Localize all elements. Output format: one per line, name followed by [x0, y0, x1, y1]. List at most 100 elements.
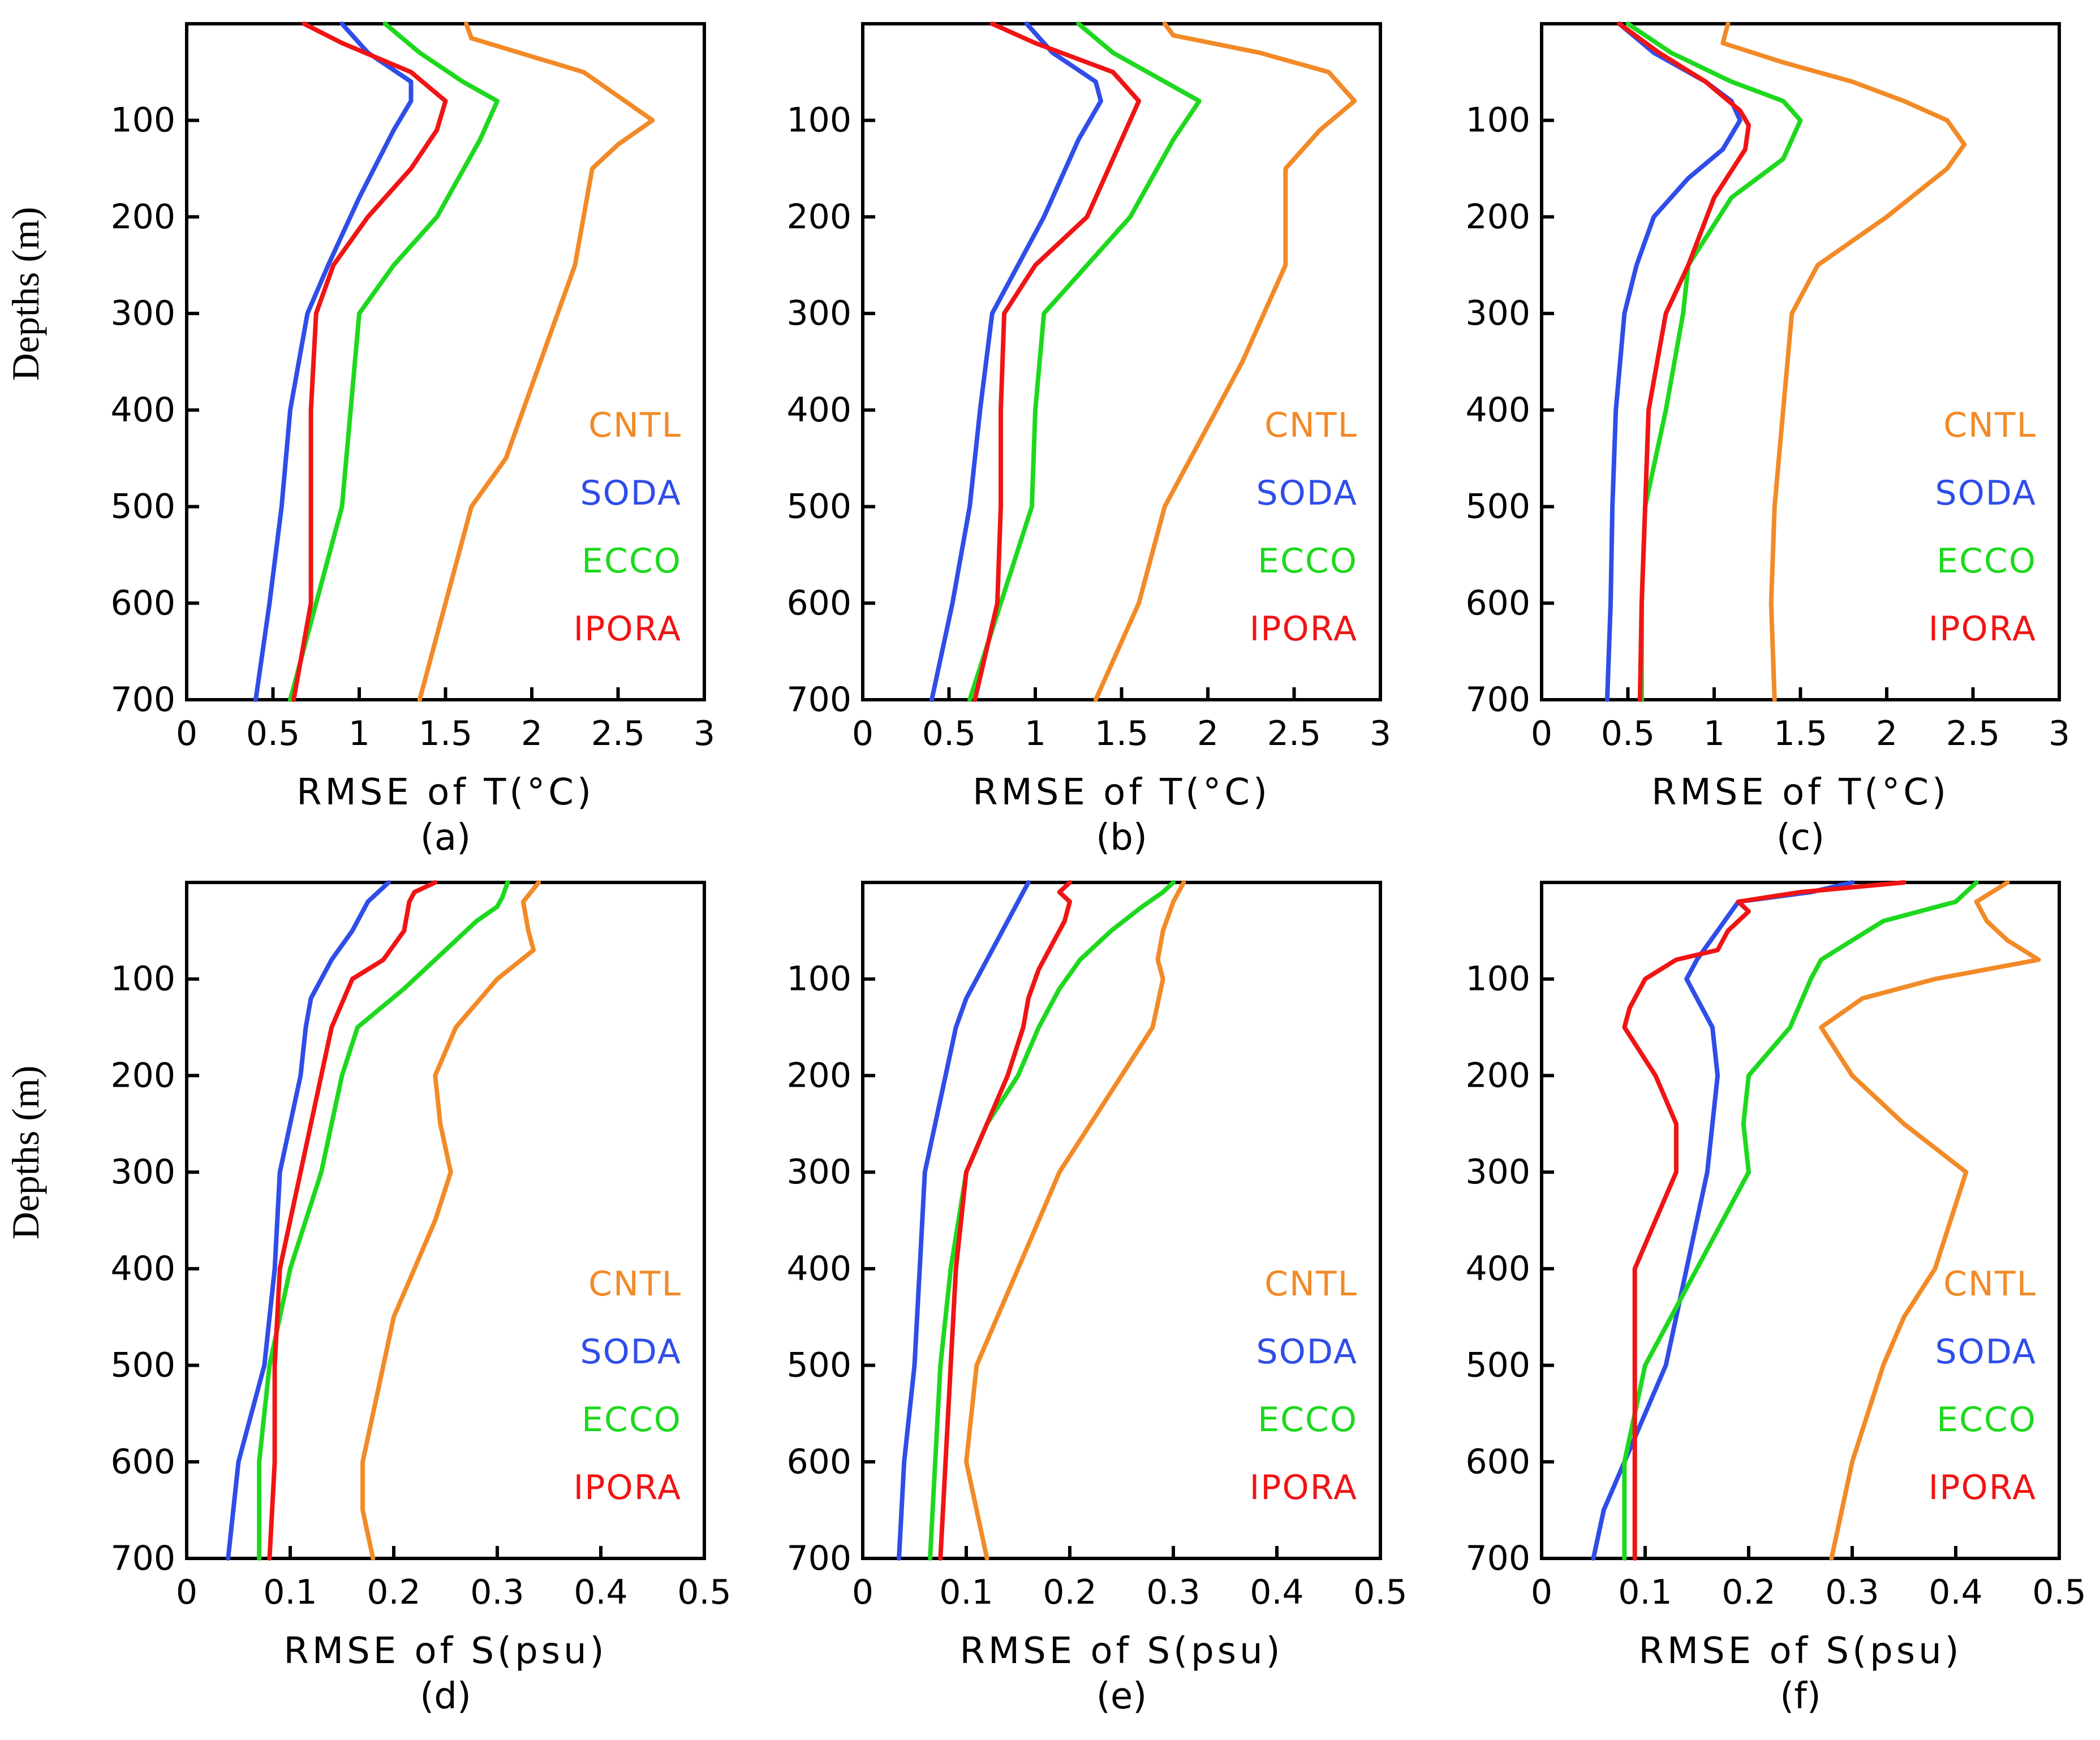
x-tick-label: 0.2: [367, 1573, 420, 1612]
y-tick-label: 100: [1465, 101, 1530, 140]
legend-cntl: CNTL: [588, 406, 682, 445]
x-tick-label: 0.1: [263, 1573, 317, 1612]
x-tick-label: 0: [176, 714, 197, 753]
panel-label: (d): [420, 1676, 471, 1717]
x-tick-label: 0.5: [1353, 1573, 1407, 1612]
x-tick-label: 0.2: [1722, 1573, 1775, 1612]
x-tick-label: 3: [694, 714, 715, 753]
plot-frame: [861, 881, 1382, 1560]
x-tick-label: 0.4: [1250, 1573, 1303, 1612]
y-tick-label: 100: [786, 959, 851, 999]
series-line-ecco: [967, 21, 1202, 702]
legend-soda: SODA: [1256, 1332, 1358, 1372]
y-tick-label: 200: [786, 197, 851, 236]
series-line-cntl: [1093, 21, 1357, 702]
legend-soda: SODA: [1935, 1332, 2037, 1372]
x-tick-label: 0.3: [1825, 1573, 1879, 1612]
x-tick-label: 2: [1197, 714, 1219, 753]
x-tick-label: 3: [1370, 714, 1391, 753]
y-tick-label: 600: [786, 1442, 851, 1481]
legend-ecco: ECCO: [582, 1400, 682, 1440]
y-tick-label: 100: [110, 101, 175, 140]
y-tick-label: 700: [110, 1539, 175, 1578]
series-line-cntl: [1819, 880, 2041, 1561]
series-line-ipora: [267, 880, 438, 1561]
y-tick-label: 500: [786, 487, 851, 527]
x-tick-label: 0.5: [677, 1573, 731, 1612]
x-tick-label: 2.5: [1267, 714, 1321, 753]
x-axis-title: RMSE of S(psu): [959, 1630, 1283, 1672]
y-tick-label: 600: [1465, 1442, 1530, 1481]
y-tick-label: 300: [110, 294, 175, 333]
y-tick-label: 700: [786, 680, 851, 720]
y-tick-label: 300: [1465, 1152, 1530, 1192]
x-tick-label: 1.5: [1774, 714, 1827, 753]
x-tick-label: 1.5: [419, 714, 472, 753]
x-tick-label: 0: [852, 1573, 873, 1612]
panel-label: (f): [1780, 1676, 1821, 1717]
x-tick-label: 0.2: [1043, 1573, 1096, 1612]
x-tick-label: 0.1: [1618, 1573, 1672, 1612]
y-tick-label: 300: [786, 1152, 851, 1192]
y-tick-label: 700: [1465, 1539, 1530, 1578]
x-tick-label: 2: [521, 714, 543, 753]
y-tick-label: 400: [110, 390, 175, 430]
x-axis-title: RMSE of T(°C): [972, 772, 1271, 813]
series-line-ecco: [928, 880, 1176, 1561]
y-tick-label: 100: [110, 959, 175, 999]
x-axis-title: RMSE of T(°C): [296, 772, 595, 813]
y-tick-label: 600: [110, 1442, 175, 1481]
series-line-soda: [253, 21, 414, 702]
series-line-soda: [226, 880, 391, 1561]
y-tick-label: 300: [1465, 294, 1530, 333]
x-tick-label: 1: [348, 714, 370, 753]
legend-cntl: CNTL: [1943, 1264, 2037, 1304]
y-tick-label: 200: [110, 1056, 175, 1095]
x-tick-label: 3: [2049, 714, 2070, 753]
series-line-ecco: [1625, 21, 1803, 702]
series-line-ecco: [288, 21, 500, 702]
series-line-cntl: [360, 880, 541, 1561]
plot-frame: [1540, 881, 2061, 1560]
x-tick-label: 0.5: [2032, 1573, 2086, 1612]
legend-ipora: IPORA: [1929, 609, 2037, 649]
legend-soda: SODA: [1256, 473, 1358, 513]
series-line-cntl: [1720, 21, 1967, 702]
series-line-ecco: [1622, 880, 1979, 1561]
y-tick-label: 200: [110, 197, 175, 236]
y-axis-title: Depths (m): [4, 207, 47, 381]
y-tick-label: 400: [1465, 1249, 1530, 1289]
legend-cntl: CNTL: [1264, 1264, 1358, 1304]
x-tick-label: 1: [1703, 714, 1725, 753]
legend-ecco: ECCO: [1258, 1400, 1358, 1440]
x-tick-label: 0.4: [574, 1573, 627, 1612]
legend-soda: SODA: [580, 1332, 682, 1372]
y-tick-label: 200: [1465, 197, 1530, 236]
x-tick-label: 2: [1876, 714, 1897, 753]
series-line-ipora: [972, 21, 1141, 702]
y-tick-label: 400: [1465, 390, 1530, 430]
legend-ipora: IPORA: [1250, 609, 1358, 649]
legend-ipora: IPORA: [574, 609, 682, 649]
y-tick-label: 300: [110, 1152, 175, 1192]
y-tick-label: 700: [786, 1539, 851, 1578]
y-tick-label: 400: [786, 390, 851, 430]
legend-cntl: CNTL: [588, 1264, 682, 1304]
x-tick-label: 0.5: [246, 714, 300, 753]
legend-ipora: IPORA: [1250, 1468, 1358, 1508]
y-tick-label: 200: [1465, 1056, 1530, 1095]
series-line-ecco: [257, 880, 510, 1561]
series-line-cntl: [964, 880, 1186, 1561]
x-tick-label: 0.5: [1601, 714, 1655, 753]
y-tick-label: 400: [110, 1249, 175, 1289]
panel-label: (a): [420, 817, 471, 859]
series-line-ipora: [1617, 21, 1751, 702]
y-tick-label: 400: [786, 1249, 851, 1289]
series-line-soda: [929, 21, 1103, 702]
legend-cntl: CNTL: [1943, 406, 2037, 445]
y-tick-label: 500: [786, 1346, 851, 1385]
plot-frame: [185, 881, 706, 1560]
